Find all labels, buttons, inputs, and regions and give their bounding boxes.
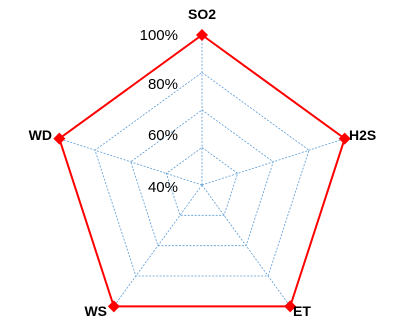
radar-grid [58, 34, 346, 307]
series-line-0 [58, 33, 346, 308]
data-point-et [284, 300, 297, 313]
axis-labels: SO2 H2S ET WS WD [29, 6, 377, 319]
axis-label-ws: WS [84, 303, 107, 319]
axis-label-h2s: H2S [349, 127, 376, 143]
tick-label-80: 80% [148, 76, 178, 93]
data-point-wd [53, 132, 66, 145]
spoke-h2s [201, 138, 345, 186]
data-point-ws [107, 300, 120, 313]
tick-label-60: 60% [148, 127, 178, 144]
spoke-wd [59, 138, 203, 186]
tick-labels: 40% 60% 80% 100% [140, 27, 178, 196]
spoke-et [201, 184, 291, 307]
grid-ring-40 [165, 147, 239, 216]
axis-label-et: ET [293, 303, 311, 319]
tick-label-40: 40% [148, 179, 178, 196]
grid-ring-80 [94, 72, 310, 277]
axis-label-wd: WD [29, 127, 52, 143]
data-point-h2s [338, 132, 351, 145]
axis-label-so2: SO2 [188, 6, 216, 22]
data-point-so2 [196, 29, 208, 41]
series-layer [53, 29, 351, 313]
spoke-ws [113, 184, 203, 307]
tick-label-100: 100% [140, 27, 178, 44]
radar-spokes [59, 35, 345, 307]
